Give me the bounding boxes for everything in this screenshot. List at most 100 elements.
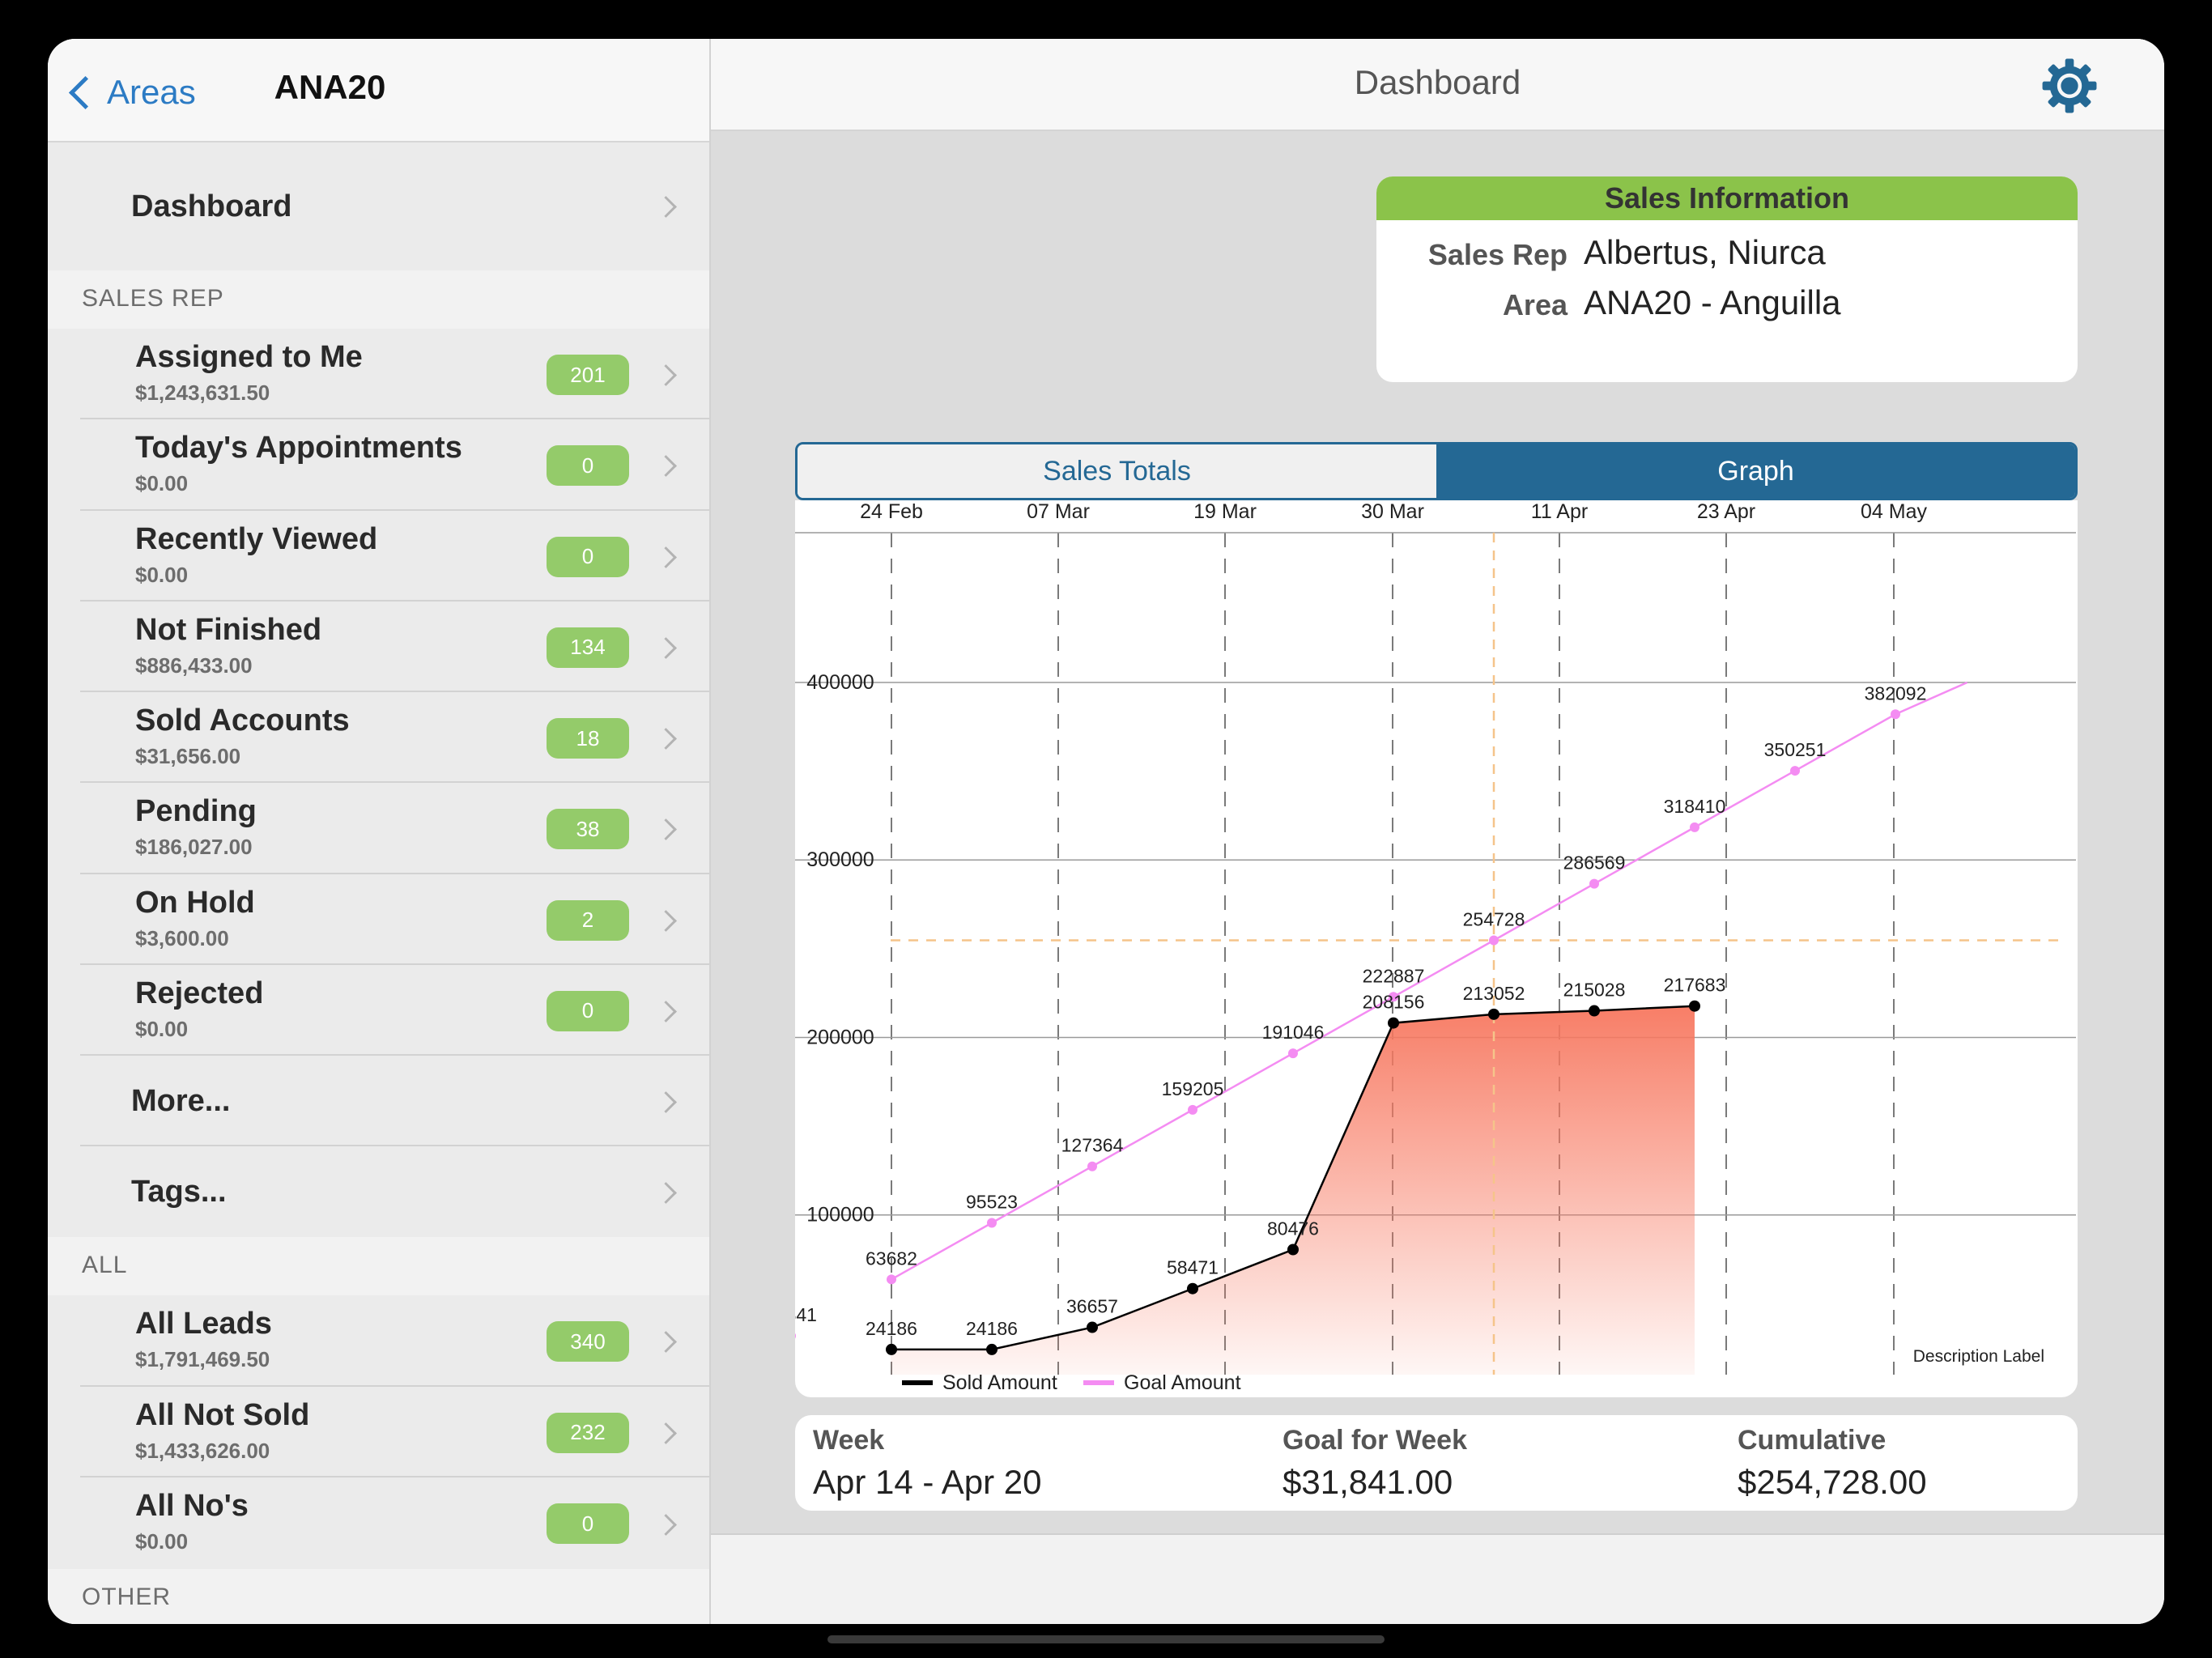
x-tick-label: 11 Apr (1531, 500, 1588, 523)
sidebar-list-item[interactable]: Not Finished $886,433.00 134 (48, 601, 709, 692)
sidebar-list-item[interactable]: Pending $186,027.00 38 (48, 783, 709, 874)
list-item-amount: $0.00 (135, 1016, 189, 1041)
sidebar-list-item[interactable]: Sold Accounts $31,656.00 18 (48, 692, 709, 784)
goal-data-label: 350251 (1764, 739, 1827, 760)
sidebar-list-item[interactable]: All Leads $1,791,469.50 340 (48, 1295, 709, 1387)
legend-label-sold: Sold Amount (942, 1371, 1057, 1394)
sidebar-list-item[interactable]: All Not Sold $1,433,626.00 232 (48, 1386, 709, 1478)
y-tick-label: 200000 (806, 1026, 874, 1048)
section-label: SALES REP (82, 285, 224, 312)
sidebar-title-text: ANA20 (274, 68, 386, 106)
section-header-other: OTHER (48, 1569, 709, 1624)
chevron-right-icon (655, 1000, 677, 1022)
sales-rep-row: Sales Rep Albertus, Niurca (1376, 227, 2078, 275)
chart-card: 24 Feb 07 Mar 19 Mar 30 Mar 11 Apr 23 Apr 04 M… (795, 500, 2078, 1397)
list-item-title: Assigned to Me (135, 340, 363, 374)
back-label: Areas (107, 73, 196, 111)
goal-data-label: 382092 (1865, 682, 1927, 704)
tab-graph[interactable]: Graph (1436, 444, 2075, 498)
list-item-title: Rejected (135, 976, 264, 1010)
x-tick-label: 30 Mar (1361, 500, 1424, 523)
sidebar-list-item[interactable]: Rejected $0.00 0 (48, 964, 709, 1056)
goal-data-label: 31841 (795, 1304, 817, 1325)
week-block: Week Apr 14 - Apr 20 (813, 1425, 1042, 1502)
ipad-screen: Areas ANA20 Dashboard SALES REP Assigned… (48, 39, 2164, 1624)
chevron-right-icon (655, 1513, 677, 1536)
sidebar-list-item[interactable]: Recently Viewed $0.00 0 (48, 510, 709, 602)
section-label: OTHER (82, 1584, 171, 1610)
list-item-title: Not Finished (135, 612, 322, 647)
back-button[interactable]: Areas (64, 68, 196, 117)
main-panel: Dashboard Sales Information (711, 39, 2164, 1624)
x-tick-label: 19 Mar (1193, 500, 1257, 523)
row-separator (80, 781, 709, 784)
sidebar-item-more[interactable]: More... (48, 1056, 709, 1146)
bottom-toolbar (711, 1533, 2164, 1624)
sidebar-title: ANA20 (48, 68, 709, 107)
sales-information-header: Sales Information (1376, 176, 2078, 220)
count-badge: 0 (547, 445, 629, 487)
sidebar-item-label: Tags... (131, 1174, 227, 1209)
area-label: Area (1502, 288, 1568, 321)
goal-point (1188, 1104, 1197, 1115)
sold-area-group (891, 1005, 1695, 1375)
goal-point (1389, 992, 1398, 1002)
count-badge: 0 (547, 536, 629, 577)
goal-point (887, 1274, 896, 1285)
chevron-right-icon (655, 636, 677, 659)
chevron-right-icon (655, 728, 677, 750)
list-item-amount: $1,243,631.50 (135, 380, 270, 405)
week-summary-card: Week Apr 14 - Apr 20 Goal for Week $31,8… (795, 1415, 2078, 1511)
x-tick-label: 07 Mar (1027, 500, 1090, 523)
goal-data-label: 222887 (1363, 965, 1425, 986)
sidebar-list-item[interactable]: On Hold $3,600.00 2 (48, 874, 709, 965)
count-badge: 340 (547, 1321, 629, 1362)
sidebar-item-tags[interactable]: Tags... (48, 1146, 709, 1237)
goal-for-week-label: Goal for Week (1283, 1425, 1467, 1456)
count-badge: 201 (547, 355, 629, 395)
goal-point (1489, 935, 1499, 946)
sold-data-label: 215028 (1563, 980, 1626, 1001)
sold-point (1689, 1000, 1700, 1012)
sales-information-card: Sales Information Sales Rep Albertus, Ni… (1376, 176, 2078, 382)
list-item-title: Recently Viewed (135, 521, 378, 556)
cumulative-label: Cumulative (1738, 1425, 1887, 1456)
x-tick-label: 23 Apr (1697, 500, 1755, 523)
sold-point (1187, 1282, 1198, 1295)
section-label: ALL (82, 1252, 128, 1278)
tab-sales-totals[interactable]: Sales Totals (798, 444, 1436, 498)
sold-point (1287, 1244, 1299, 1256)
goal-data-label: 286569 (1563, 852, 1626, 874)
list-item-amount: $886,433.00 (135, 653, 253, 678)
sidebar-list-item[interactable]: Assigned to Me $1,243,631.50 201 (48, 329, 709, 420)
count-badge: 0 (547, 1503, 629, 1545)
list-item-title: Today's Appointments (135, 431, 462, 466)
list-item-title: Sold Accounts (135, 704, 350, 738)
main-nav-bar: Dashboard (711, 39, 2164, 131)
y-tick-label: 400000 (806, 671, 874, 694)
sales-line-chart[interactable]: 24 Feb 07 Mar 19 Mar 30 Mar 11 Apr 23 Apr 04 M… (795, 500, 2078, 1397)
sidebar-item-label: More... (131, 1083, 231, 1118)
list-item-amount: $186,027.00 (135, 835, 253, 860)
count-badge: 38 (547, 809, 629, 850)
sold-point (886, 1343, 897, 1355)
legend-label-goal: Goal Amount (1124, 1371, 1241, 1394)
row-separator (80, 508, 709, 511)
sidebar: Areas ANA20 Dashboard SALES REP Assigned… (48, 39, 711, 1624)
gear-icon[interactable] (2039, 55, 2100, 117)
sidebar-item-dashboard[interactable]: Dashboard (48, 142, 709, 270)
sidebar-list-item[interactable]: Today's Appointments $0.00 0 (48, 419, 709, 511)
chevron-right-icon (655, 1182, 677, 1204)
sidebar-list-item[interactable]: All No's $0.00 0 (48, 1477, 709, 1570)
home-indicator[interactable] (827, 1635, 1385, 1643)
sold-amount-line (891, 1005, 1695, 1351)
list-item-amount: $0.00 (135, 1529, 189, 1554)
list-item-title: All No's (135, 1489, 249, 1524)
section-header-sales-rep: SALES REP (48, 270, 709, 329)
list-item-title: All Not Sold (135, 1397, 310, 1432)
goal-point (1790, 766, 1800, 776)
sold-area-fill (891, 1005, 1695, 1375)
goal-data-label: 318410 (1664, 796, 1726, 817)
count-badge: 18 (547, 718, 629, 759)
row-separator (80, 418, 709, 420)
